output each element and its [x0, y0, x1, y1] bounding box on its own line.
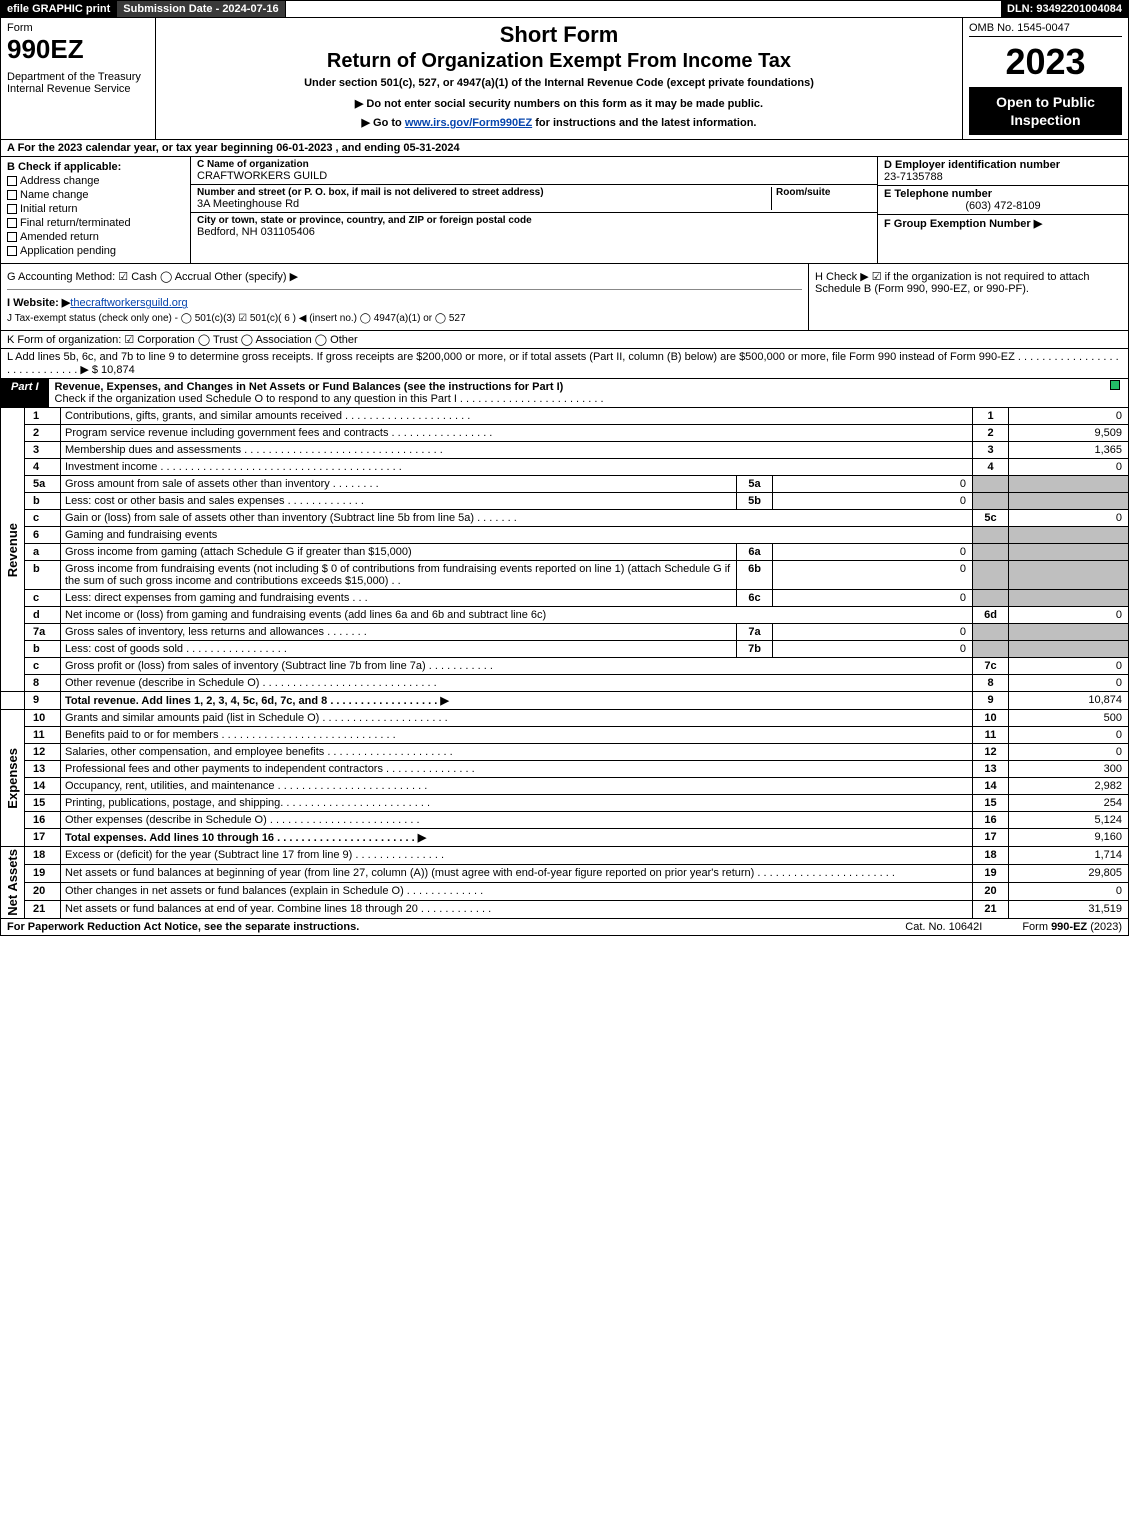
- line-10: Expenses 10Grants and similar amounts pa…: [1, 710, 1129, 727]
- line-7b: bLess: cost of goods sold . . . . . . . …: [1, 641, 1129, 658]
- c-name-label: C Name of organization: [197, 159, 871, 170]
- part1-title: Revenue, Expenses, and Changes in Net As…: [49, 379, 1104, 407]
- form-title: Return of Organization Exempt From Incom…: [164, 50, 954, 73]
- line-7a: 7aGross sales of inventory, less returns…: [1, 624, 1129, 641]
- header-center: Short Form Return of Organization Exempt…: [156, 18, 963, 139]
- department: Department of the Treasury Internal Reve…: [7, 71, 149, 95]
- line-14: 14Occupancy, rent, utilities, and mainte…: [1, 778, 1129, 795]
- footer-right: Form 990-EZ (2023): [1022, 921, 1122, 933]
- b-header: B Check if applicable:: [7, 161, 184, 173]
- revenue-side: Revenue: [5, 523, 20, 577]
- footer-center: Cat. No. 10642I: [905, 921, 982, 933]
- netassets-side: Net Assets: [5, 849, 20, 916]
- row-h: H Check ▶ ☑ if the organization is not r…: [808, 264, 1128, 330]
- row-a: A For the 2023 calendar year, or tax yea…: [0, 140, 1129, 157]
- row-l: L Add lines 5b, 6c, and 7b to line 9 to …: [0, 349, 1129, 379]
- chk-application-pending[interactable]: Application pending: [7, 245, 184, 257]
- part1-table: Revenue 1Contributions, gifts, grants, a…: [0, 408, 1129, 919]
- header-left: Form 990EZ Department of the Treasury In…: [1, 18, 156, 139]
- line-1: Revenue 1Contributions, gifts, grants, a…: [1, 408, 1129, 425]
- line-2: 2Program service revenue including gover…: [1, 425, 1129, 442]
- irs-link[interactable]: www.irs.gov/Form990EZ: [405, 117, 532, 129]
- header-right: OMB No. 1545-0047 2023 Open to Public In…: [963, 18, 1128, 139]
- section-b: B Check if applicable: Address change Na…: [1, 157, 191, 263]
- section-c: C Name of organization CRAFTWORKERS GUIL…: [191, 157, 878, 263]
- submission-date: Submission Date - 2024-07-16: [117, 1, 285, 17]
- section-def: D Employer identification number 23-7135…: [878, 157, 1128, 263]
- row-j: J Tax-exempt status (check only one) - ◯…: [7, 313, 802, 324]
- f-label: F Group Exemption Number ▶: [884, 217, 1122, 230]
- line-20: 20Other changes in net assets or fund ba…: [1, 883, 1129, 901]
- expenses-side: Expenses: [5, 748, 20, 809]
- line-6: 6Gaming and fundraising events: [1, 527, 1129, 544]
- form-word: Form: [7, 22, 149, 34]
- footer-left: For Paperwork Reduction Act Notice, see …: [7, 921, 359, 933]
- part1-tag: Part I: [1, 379, 49, 407]
- open-public: Open to Public Inspection: [969, 87, 1122, 135]
- row-gh: G Accounting Method: ☑ Cash ◯ Accrual Ot…: [0, 264, 1129, 331]
- line-9: 9Total revenue. Add lines 1, 2, 3, 4, 5c…: [1, 692, 1129, 710]
- goto-note: ▶ Go to www.irs.gov/Form990EZ for instru…: [164, 116, 954, 129]
- d-label: D Employer identification number: [884, 159, 1122, 171]
- dln: DLN: 93492201004084: [1001, 1, 1128, 17]
- line-15: 15Printing, publications, postage, and s…: [1, 795, 1129, 812]
- ein: 23-7135788: [884, 171, 1122, 183]
- telephone: (603) 472-8109: [884, 200, 1122, 212]
- line-12: 12Salaries, other compensation, and empl…: [1, 744, 1129, 761]
- part1-header: Part I Revenue, Expenses, and Changes in…: [0, 379, 1129, 408]
- line-13: 13Professional fees and other payments t…: [1, 761, 1129, 778]
- org-address: 3A Meetinghouse Rd: [197, 198, 771, 210]
- c-addr-label: Number and street (or P. O. box, if mail…: [197, 187, 771, 198]
- row-i: I Website: ▶thecraftworkersguild.org: [7, 296, 802, 309]
- line-18: Net Assets 18Excess or (deficit) for the…: [1, 847, 1129, 865]
- chk-address-change[interactable]: Address change: [7, 175, 184, 187]
- line-4: 4Investment income . . . . . . . . . . .…: [1, 459, 1129, 476]
- org-city: Bedford, NH 031105406: [197, 226, 871, 238]
- row-k: K Form of organization: ☑ Corporation ◯ …: [0, 331, 1129, 349]
- ssn-note: ▶ Do not enter social security numbers o…: [164, 97, 954, 110]
- tax-year: 2023: [969, 41, 1122, 83]
- top-bar: efile GRAPHIC print Submission Date - 20…: [0, 0, 1129, 18]
- line-11: 11Benefits paid to or for members . . . …: [1, 727, 1129, 744]
- row-g: G Accounting Method: ☑ Cash ◯ Accrual Ot…: [7, 270, 802, 290]
- org-name: CRAFTWORKERS GUILD: [197, 170, 871, 182]
- form-header: Form 990EZ Department of the Treasury In…: [0, 18, 1129, 140]
- page-footer: For Paperwork Reduction Act Notice, see …: [0, 919, 1129, 936]
- line-21: 21Net assets or fund balances at end of …: [1, 901, 1129, 919]
- under-section: Under section 501(c), 527, or 4947(a)(1)…: [164, 77, 954, 89]
- line-8: 8Other revenue (describe in Schedule O) …: [1, 675, 1129, 692]
- line-6a: aGross income from gaming (attach Schedu…: [1, 544, 1129, 561]
- line-17: 17Total expenses. Add lines 10 through 1…: [1, 829, 1129, 847]
- line-7c: cGross profit or (loss) from sales of in…: [1, 658, 1129, 675]
- chk-name-change[interactable]: Name change: [7, 189, 184, 201]
- e-label: E Telephone number: [884, 188, 1122, 200]
- line-5c: cGain or (loss) from sale of assets othe…: [1, 510, 1129, 527]
- form-number: 990EZ: [7, 34, 149, 65]
- part1-check[interactable]: [1104, 379, 1128, 407]
- line-3: 3Membership dues and assessments . . . .…: [1, 442, 1129, 459]
- efile-label: efile GRAPHIC print: [1, 1, 117, 17]
- line-16: 16Other expenses (describe in Schedule O…: [1, 812, 1129, 829]
- chk-amended-return[interactable]: Amended return: [7, 231, 184, 243]
- room-label: Room/suite: [776, 187, 871, 198]
- chk-initial-return[interactable]: Initial return: [7, 203, 184, 215]
- line-6d: dNet income or (loss) from gaming and fu…: [1, 607, 1129, 624]
- omb-number: OMB No. 1545-0047: [969, 22, 1122, 37]
- chk-final-return[interactable]: Final return/terminated: [7, 217, 184, 229]
- line-6c: cLess: direct expenses from gaming and f…: [1, 590, 1129, 607]
- short-form: Short Form: [164, 22, 954, 48]
- block-bcdef: B Check if applicable: Address change Na…: [0, 157, 1129, 264]
- line-5b: bLess: cost or other basis and sales exp…: [1, 493, 1129, 510]
- line-5a: 5aGross amount from sale of assets other…: [1, 476, 1129, 493]
- line-19: 19Net assets or fund balances at beginni…: [1, 865, 1129, 883]
- website-link[interactable]: thecraftworkersguild.org: [70, 297, 187, 309]
- c-city-label: City or town, state or province, country…: [197, 215, 871, 226]
- line-6b: bGross income from fundraising events (n…: [1, 561, 1129, 590]
